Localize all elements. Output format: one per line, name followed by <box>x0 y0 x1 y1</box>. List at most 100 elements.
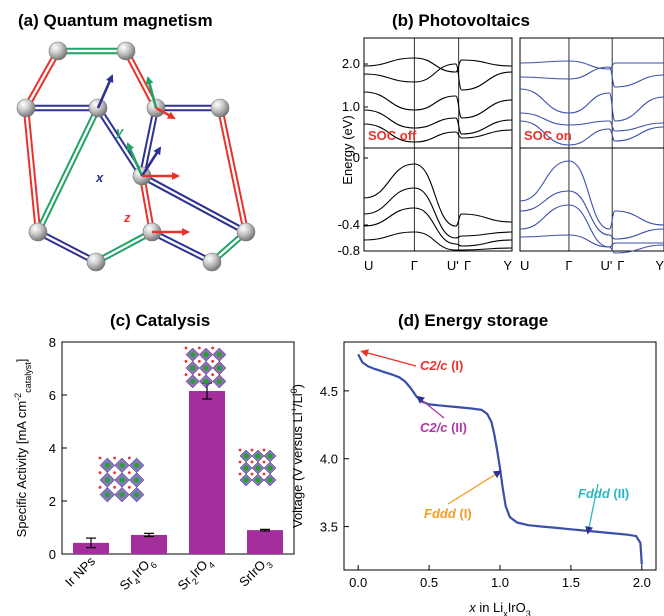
bond-label-y: y <box>115 124 124 139</box>
bond-z-9-0 <box>216 108 245 233</box>
annotation-2: Fddd (I) <box>424 506 472 521</box>
o-atom <box>127 471 131 475</box>
band-line-0-7 <box>363 207 513 247</box>
voltage-ylabel: Voltage (V versus Li+/Li0) <box>289 384 305 528</box>
bond-x-6-0 <box>138 107 155 176</box>
sr-atom <box>119 462 125 468</box>
bar-xtick-0: Ir NPs <box>62 553 98 589</box>
bond-x-12-0 <box>150 233 212 265</box>
band-line-0-3 <box>363 109 513 135</box>
voltage-curve-0 <box>357 353 643 565</box>
sr-atom <box>255 477 261 483</box>
bar-ylabel: Specific Activity [mA cm-2catalyst] <box>13 359 33 538</box>
bar-frame <box>61 341 295 555</box>
band-line-0-0 <box>363 57 513 73</box>
atom-B1 <box>28 222 48 242</box>
bond-z-1-0 <box>23 49 57 108</box>
bond-y-11-1 <box>94 229 152 261</box>
bond-z-9-1 <box>221 107 250 232</box>
band-ytick-1: -0.4 <box>338 217 360 232</box>
sr-atom <box>119 492 125 498</box>
sr-atom <box>203 378 209 384</box>
band-xtick-1-2: U' <box>600 258 612 273</box>
voltage-frame <box>343 341 657 571</box>
band-line-1-3 <box>519 112 664 132</box>
o-atom <box>184 346 188 350</box>
bond-z-2-0 <box>123 51 155 110</box>
voltage-xtick-4: 2.0 <box>633 575 651 590</box>
bond-z-7-0 <box>22 108 37 233</box>
voltage-ytick-0: 3.5 <box>320 520 338 535</box>
bond-z-8-1 <box>143 175 156 232</box>
crystal-inset-2 <box>238 448 277 487</box>
atom-L4 <box>210 98 230 118</box>
atom-T2 <box>116 41 136 61</box>
o-atom <box>127 456 131 460</box>
atom-L1 <box>16 98 36 118</box>
band-xtick-1-3: Γ <box>617 258 624 273</box>
o-atom <box>250 448 254 452</box>
bar-ytick-1: 2 <box>49 494 56 509</box>
band-line-1-4 <box>519 120 664 146</box>
band-ytick-3: 1.0 <box>342 99 360 114</box>
o-atom <box>262 448 266 452</box>
bond-z-1-1 <box>27 51 61 110</box>
spin-arrow-2 <box>140 146 162 177</box>
panel-d-title: (d) Energy storage <box>398 311 548 330</box>
band-xtick-0-0: U <box>364 258 373 273</box>
sr-atom <box>267 477 273 483</box>
annotation-0: C2/c (I) <box>420 358 463 373</box>
energy-storage-curve: 0.0 0.5 1.0 1.5 2.0 3.5 4.0 4.5 x in LixIrO3 Volt… <box>289 341 657 616</box>
sr-atom <box>243 453 249 459</box>
sr-atom <box>104 462 110 468</box>
atom-B5 <box>236 222 256 242</box>
spin-arrow-4 <box>145 76 158 109</box>
crystal-inset-0 <box>98 456 145 503</box>
voltage-xtick-0: 0.0 <box>349 575 367 590</box>
band-line-1-6 <box>519 190 664 240</box>
band-xtick-0-1: Γ <box>411 258 418 273</box>
voltage-ytick-1: 4.0 <box>320 452 338 467</box>
bond-x-12-1 <box>152 229 214 261</box>
o-atom <box>127 485 131 489</box>
o-atom <box>113 471 117 475</box>
band-line-1-7 <box>519 204 664 248</box>
sr-atom <box>203 365 209 371</box>
bond-label-z: z <box>123 210 131 225</box>
sr-atom <box>190 352 196 358</box>
o-atom <box>211 346 215 350</box>
sr-atom <box>134 492 140 498</box>
sr-atom <box>255 465 261 471</box>
bond-x-10-1 <box>38 229 98 261</box>
band-line-0-6 <box>363 187 513 239</box>
panel-a-title: (a) Quantum magnetism <box>18 11 213 30</box>
spin-arrow-1 <box>126 142 144 177</box>
bar-3 <box>247 530 283 554</box>
bond-y-11-0 <box>96 233 154 265</box>
sr-atom <box>104 492 110 498</box>
bar-0 <box>73 542 109 554</box>
sr-atom <box>243 465 249 471</box>
band-xtick-0-4: Y <box>503 258 512 273</box>
soc-label-0: SOC off <box>368 128 417 143</box>
bond-label-x: x <box>95 170 104 185</box>
band-line-0-5 <box>363 163 513 227</box>
bar-xtick-3: SrIrO3 <box>236 554 275 593</box>
o-atom <box>238 460 242 464</box>
annotation-3: Fddd (II) <box>578 486 629 501</box>
panel-c-title: (c) Catalysis <box>110 311 210 330</box>
band-xtick-1-1: Γ <box>565 258 572 273</box>
o-atom <box>238 472 242 476</box>
bar-1 <box>131 534 167 554</box>
spin-arrow-0 <box>96 74 114 109</box>
band-xtick-0-2: U' <box>447 258 459 273</box>
sr-atom <box>216 365 222 371</box>
atom-B4 <box>202 252 222 272</box>
band-ylabel: Energy (eV) <box>340 115 355 184</box>
bar-ytick-2: 4 <box>49 441 56 456</box>
band-xtick-1-4: Y <box>655 258 664 273</box>
o-atom <box>184 359 188 363</box>
band-ytick-0: -0.8 <box>338 243 360 258</box>
sr-atom <box>267 465 273 471</box>
bar-2 <box>189 391 225 554</box>
